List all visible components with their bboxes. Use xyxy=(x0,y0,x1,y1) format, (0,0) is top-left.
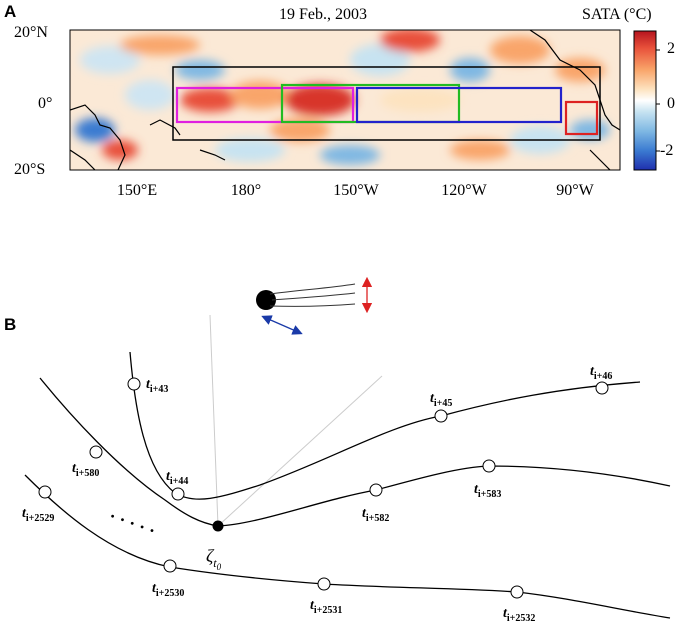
outer-region-box xyxy=(172,66,601,141)
node-t-i+46 xyxy=(595,381,609,395)
zeta-label: ζt0 xyxy=(206,546,222,572)
node-t-i+2530 xyxy=(163,559,177,573)
colorbar-tick-neg2: -2 xyxy=(660,142,674,159)
label-t-i+45: ti+45 xyxy=(430,391,452,409)
label-t-i+2530: ti+2530 xyxy=(152,581,184,599)
map-frame xyxy=(69,29,621,171)
panel-b-diagram: ti+43 ti+44 ti+45 ti+46 ti+580 ti+582 ti… xyxy=(22,276,671,624)
trajectory-580 xyxy=(39,377,671,527)
label-t-i+580: ti+580 xyxy=(72,461,99,479)
guide-line-vertical xyxy=(209,314,219,527)
node-t-i+2532 xyxy=(510,585,524,599)
particle-ball xyxy=(256,290,276,310)
node-t-i+582 xyxy=(369,483,383,497)
x-tick-180: 180° xyxy=(230,182,262,199)
zeta-node xyxy=(212,520,224,532)
coastlines xyxy=(70,30,620,170)
map-title: 19 Feb., 2003 xyxy=(279,6,367,23)
y-tick-20s: 20°S xyxy=(14,161,46,178)
colorbar-title: SATA (°C) xyxy=(582,6,652,23)
label-t-i+43: ti+43 xyxy=(146,377,168,395)
label-t-i+2532: ti+2532 xyxy=(503,606,535,624)
sst-anomaly-field xyxy=(75,30,610,165)
x-tick-120w: 120°W xyxy=(441,182,487,199)
label-t-i+583: ti+583 xyxy=(474,482,501,500)
continuation-dots: · · · · · xyxy=(106,506,158,541)
node-t-i+580 xyxy=(89,445,103,459)
y-tick-0: 0° xyxy=(38,95,53,112)
blue-region-box xyxy=(355,86,563,124)
node-t-i+44 xyxy=(171,487,185,501)
y-tick-20n: 20°N xyxy=(14,24,48,41)
node-t-i+583 xyxy=(482,459,496,473)
node-t-i+45 xyxy=(434,409,448,423)
colorbar xyxy=(633,30,657,171)
x-tick-150w: 150°W xyxy=(333,182,379,199)
magenta-region-box xyxy=(175,86,355,124)
x-tick-90w: 90°W xyxy=(556,182,594,199)
colorbar-tick-2: 2 xyxy=(667,40,675,57)
panel-b-label: B xyxy=(4,315,17,334)
panel-a-figure xyxy=(69,29,660,171)
label-t-i+46: ti+46 xyxy=(590,364,612,382)
x-tick-150e: 150°E xyxy=(116,182,158,199)
guide-line-diagonal xyxy=(217,375,383,527)
panel-a-label: A xyxy=(4,2,17,21)
label-t-i+2529: ti+2529 xyxy=(22,506,54,524)
label-t-i+2531: ti+2531 xyxy=(310,598,342,616)
node-t-i+2531 xyxy=(317,577,331,591)
red-region-box xyxy=(564,100,599,136)
particle-glyph xyxy=(256,276,373,335)
horizontal-arrow xyxy=(261,315,303,335)
node-t-i+43 xyxy=(127,377,141,391)
node-t-i+2529 xyxy=(38,485,52,499)
trajectory-43 xyxy=(129,351,641,500)
label-t-i+582: ti+582 xyxy=(362,506,389,524)
colorbar-tick-0: 0 xyxy=(667,95,675,112)
label-t-i+44: ti+44 xyxy=(166,469,188,487)
